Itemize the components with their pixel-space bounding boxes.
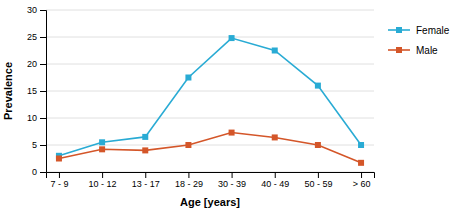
x-tick: 50 - 59 [304,172,332,189]
tick-label: 50 - 59 [304,179,332,189]
tick-label: 25 [27,32,37,42]
y-tick: 15 [27,86,46,96]
tick-label: 30 - 39 [218,179,246,189]
point [56,156,62,162]
point [142,134,148,140]
tick-mark [59,172,60,178]
tick-mark [40,64,46,65]
point [185,75,191,81]
tick-mark [275,172,276,178]
grid-line [46,91,374,92]
tick-label: 40 - 49 [261,179,289,189]
point [315,83,321,89]
x-tick: 30 - 39 [218,172,246,189]
line [59,133,361,163]
tick-mark [232,172,233,178]
point [315,142,321,148]
x-axis-title: Age [years] [180,196,240,208]
x-tick: 40 - 49 [261,172,289,189]
tick-mark [102,172,103,178]
tick-label: 0 [32,167,37,177]
tick-mark [361,172,362,178]
grid-line [46,10,374,11]
marks [56,35,364,166]
tick-label: 18 - 29 [175,179,203,189]
x-axis: 7 - 9 10 - 12 13 - 17 18 - 29 30 - 39 40 - 49… [47,172,375,189]
tick-mark [40,172,46,173]
y-tick: 30 [27,5,46,15]
point [272,48,278,54]
x-tick: 13 - 17 [132,172,160,189]
legend-item: Male [388,45,438,56]
tick-mark [145,172,146,178]
tick-label: 13 - 17 [132,179,160,189]
tick-label: 5 [32,140,37,150]
legend-label: Male [416,45,438,56]
plot: 7 - 9 10 - 12 13 - 17 18 - 29 30 - 39 40 - 49… [27,5,375,189]
x-tick: 10 - 12 [89,172,117,189]
grid-line [46,37,374,38]
point [229,35,235,41]
y-tick: 0 [32,167,46,177]
x-tick: 18 - 29 [175,172,203,189]
y-tick: 20 [27,59,46,69]
legend-item: Female [388,25,450,36]
tick-mark [318,172,319,178]
y-tick: 5 [32,140,46,150]
grid [46,10,374,172]
tick-label: 10 - 12 [89,179,117,189]
x-tick: 7 - 9 [50,172,68,189]
tick-mark [40,37,46,38]
legend: Female Male [388,25,450,56]
chart: 7 - 9 10 - 12 13 - 17 18 - 29 30 - 39 40 - 49… [0,0,474,212]
series [56,35,364,159]
point [358,142,364,148]
tick-label: 7 - 9 [50,179,68,189]
legend-marker [396,47,402,53]
point [185,142,191,148]
tick-mark [188,172,189,178]
legend-marker [396,27,402,33]
point [272,134,278,140]
tick-mark [40,118,46,119]
tick-mark [40,10,46,11]
axis-domain [40,11,47,173]
y-tick: 10 [27,113,46,123]
tick-label: 20 [27,59,37,69]
point [358,160,364,166]
legend-label: Female [416,25,450,36]
point [229,130,235,136]
point [99,146,105,152]
tick-label: 15 [27,86,37,96]
point [99,139,105,145]
tick-label: > 60 [353,179,371,189]
tick-label: 10 [27,113,37,123]
axis-domain [47,173,375,179]
tick-label: 30 [27,5,37,15]
series [56,130,364,166]
tick-mark [40,145,46,146]
tick-mark [40,91,46,92]
y-axis: 0 5 10 15 20 25 30 [27,5,47,177]
y-axis-title: Prevalence [2,62,14,120]
point [142,147,148,153]
y-tick: 25 [27,32,46,42]
grid-line [46,64,374,65]
x-tick: > 60 [353,172,371,189]
grid-line [46,118,374,119]
